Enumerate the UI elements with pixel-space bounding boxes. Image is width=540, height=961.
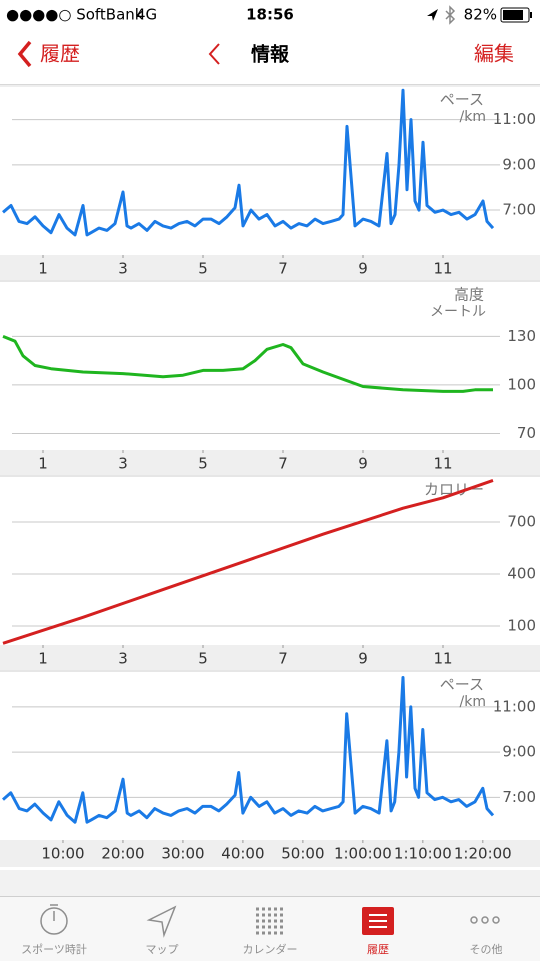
chart-unit: /km: [460, 109, 486, 125]
data-line: [2, 88, 495, 237]
x-tick-label: 40:00: [221, 845, 264, 863]
chart-background-bottom: [0, 870, 540, 896]
y-tick-label: 9:00: [502, 743, 536, 761]
x-tick-label: 3: [118, 455, 128, 473]
battery-level: [503, 10, 523, 20]
stopwatch-icon: [40, 907, 68, 935]
chart-unit: メートル: [430, 304, 486, 320]
clock: 18:56: [246, 6, 294, 24]
battery-icon: [500, 7, 530, 23]
x-tick-label: 3: [118, 260, 128, 278]
chart-title: ペース: [440, 91, 484, 109]
battery-percent: 82%: [464, 6, 497, 24]
x-tick-label: 5: [198, 650, 208, 668]
y-tick-label: 11:00: [493, 110, 536, 128]
tab-label[interactable]: 履歴: [367, 943, 389, 956]
tab-bar: スポーツ時計 マップ カレンダー 履歴 その他: [0, 896, 540, 961]
back-chevron[interactable]: [17, 40, 32, 68]
network: 4G: [136, 6, 157, 24]
x-tick-label: 3: [118, 650, 128, 668]
chart-title: 高度: [454, 286, 484, 304]
x-tick-label: 1: [38, 260, 48, 278]
bluetooth-icon: [445, 5, 456, 25]
x-axis-strip: [0, 840, 540, 867]
history-lines: [369, 914, 387, 928]
x-tick-label: 1:00:00: [334, 845, 392, 863]
data-line: [2, 676, 495, 824]
x-tick-label: 9: [358, 455, 368, 473]
y-tick-label: 7:00: [502, 788, 536, 806]
y-tick-label: 7:00: [502, 201, 536, 219]
y-tick-label: 130: [507, 327, 536, 345]
x-tick-label: 20:00: [101, 845, 144, 863]
data-line: [2, 478, 494, 645]
x-tick-label: 9: [358, 650, 368, 668]
chart-unit: /km: [460, 694, 486, 710]
x-axis-strip: [0, 450, 540, 477]
carrier: ●●●●○ SoftBank: [6, 6, 144, 24]
x-tick-label: 11: [433, 455, 452, 473]
status-bar: ●●●●○ SoftBank 4G 18:56 82%: [6, 5, 532, 25]
edit-button[interactable]: 編集: [474, 42, 514, 66]
x-axis-strip: [0, 645, 540, 672]
tab-label[interactable]: スポーツ時計: [21, 942, 87, 956]
x-axis-strip: [0, 255, 540, 282]
map-icon: [146, 905, 177, 938]
y-tick-label: 9:00: [502, 155, 536, 173]
x-tick-label: 50:00: [281, 845, 324, 863]
battery-tip: [530, 12, 532, 18]
x-tick-label: 30:00: [161, 845, 204, 863]
tab-icons: [40, 904, 500, 938]
y-tick-label: 700: [507, 513, 536, 531]
x-tick-label: 9: [358, 260, 368, 278]
data-line: [2, 335, 493, 393]
x-tick-label: 10:00: [41, 845, 84, 863]
x-tick-label: 11: [433, 650, 452, 668]
chart: 11:00 9:00 7:00 ペース/km 10:00 20:00 30:00 40:00 5…: [0, 670, 540, 867]
location-icon: [427, 9, 438, 21]
y-tick-label: 100: [507, 617, 536, 635]
chart: 700 400 100 カロリー 1 3 5 7 9 11: [0, 475, 540, 672]
chart-title: ペース: [440, 676, 484, 694]
x-tick-label: 1: [38, 650, 48, 668]
stopwatch-hand: [50, 904, 58, 921]
tab-label[interactable]: その他: [470, 943, 503, 956]
x-tick-label: 7: [278, 260, 288, 278]
calendar-icon: [256, 907, 285, 935]
y-tick-label: 11:00: [493, 697, 536, 715]
more-icon: [470, 916, 500, 924]
x-tick-label: 7: [278, 455, 288, 473]
x-tick-label: 5: [198, 260, 208, 278]
y-tick-label: 400: [507, 565, 536, 583]
tab-label[interactable]: マップ: [146, 943, 179, 956]
nav-title: 情報: [251, 43, 290, 66]
x-tick-label: 5: [198, 455, 208, 473]
x-tick-label: 1:10:00: [394, 845, 452, 863]
y-tick-label: 70: [517, 424, 536, 442]
chart: 11:00 9:00 7:00 ペース/km 1 3 5 7 9 11: [0, 85, 540, 282]
tab-label[interactable]: カレンダー: [243, 942, 298, 956]
x-tick-label: 7: [278, 650, 288, 668]
x-tick-label: 11: [433, 260, 452, 278]
back-button[interactable]: 履歴: [40, 42, 80, 66]
y-tick-label: 100: [507, 375, 536, 393]
x-tick-label: 1:20:00: [454, 845, 512, 863]
chart-title: カロリー: [424, 481, 484, 499]
x-tick-label: 1: [38, 455, 48, 473]
prev-chevron[interactable]: [208, 43, 220, 65]
nav-bar: 履歴 情報 編集: [0, 40, 540, 85]
